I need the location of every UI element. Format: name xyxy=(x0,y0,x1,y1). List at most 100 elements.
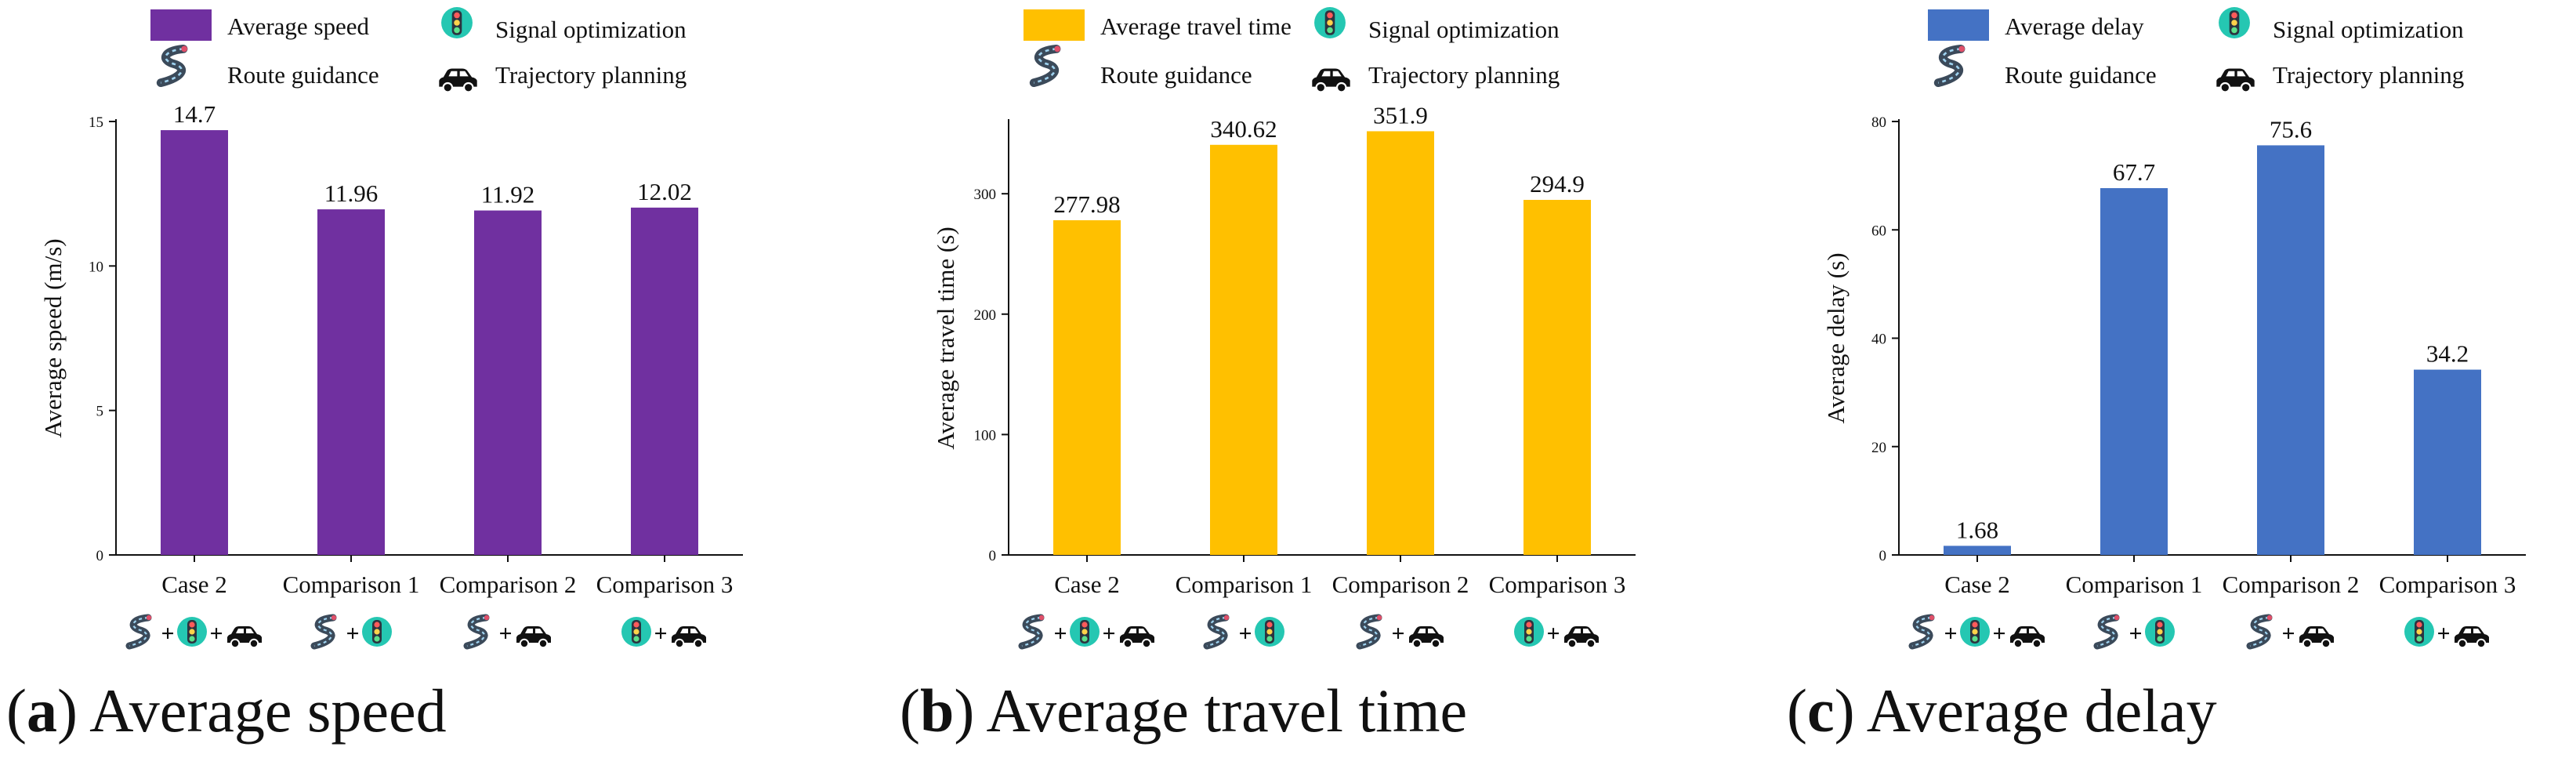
route-lane-marking xyxy=(313,616,334,647)
route-pin-shape xyxy=(1054,45,1061,53)
car-rear-wheel xyxy=(538,638,549,649)
bar xyxy=(161,130,228,555)
caption-b: (b) Average travel time xyxy=(900,676,1468,745)
plus-glyph: + xyxy=(1102,621,1115,647)
bar xyxy=(474,210,542,555)
car-front-wheel xyxy=(2013,638,2023,649)
car-rear-wheel xyxy=(693,638,704,649)
y-tick-label: 20 xyxy=(1871,440,1886,456)
car-window-shape xyxy=(1129,629,1147,633)
car-window-shape xyxy=(236,629,254,633)
method-icon-combo: + xyxy=(2404,617,2489,649)
car-icon xyxy=(2010,626,2045,649)
signal-red-light xyxy=(1526,622,1532,628)
car-icon xyxy=(227,626,262,649)
legend-route-label: Route guidance xyxy=(227,61,379,89)
bar xyxy=(2414,369,2481,555)
signal-red-light xyxy=(374,622,380,628)
car-rear-wheel xyxy=(2031,638,2042,649)
legend-swatch xyxy=(1024,9,1085,41)
route-pin-shape xyxy=(1376,615,1382,621)
legend-signal-label: Signal optimization xyxy=(495,16,687,43)
signal-red-light xyxy=(2416,622,2422,628)
legend-trajectory-label: Trajectory planning xyxy=(2273,61,2464,89)
car-rear-wheel xyxy=(462,82,474,93)
signal-green-light xyxy=(1972,636,1978,642)
car-icon xyxy=(1120,626,1154,649)
signal-red-light xyxy=(1266,622,1273,628)
traffic-signal-icon xyxy=(441,7,473,38)
signal-amber-light xyxy=(374,629,380,635)
method-icon-combo: + xyxy=(2246,614,2334,650)
route-lane-marking xyxy=(2096,616,2117,647)
method-icon-combo: + + xyxy=(1908,614,2045,650)
plus-glyph: + xyxy=(2129,621,2142,647)
y-tick-label: 300 xyxy=(974,187,997,203)
route-guidance-icon xyxy=(1933,44,1966,88)
bar-value-label: 14.7 xyxy=(173,100,216,128)
signal-green-light xyxy=(189,636,195,642)
signal-red-light xyxy=(1972,622,1978,628)
car-front-wheel xyxy=(230,638,241,649)
car-window-shape xyxy=(1573,629,1591,633)
plus-glyph: + xyxy=(161,621,174,647)
bar-value-label: 34.2 xyxy=(2426,340,2469,368)
car-front-wheel xyxy=(1122,638,1133,649)
x-tick-label: Comparison 1 xyxy=(2066,571,2203,598)
signal-red-light xyxy=(2157,622,2163,628)
route-pin-shape xyxy=(146,615,152,621)
x-tick-label: Comparison 1 xyxy=(1176,571,1313,598)
route-pin-shape xyxy=(1958,45,1966,53)
route-guidance-icon xyxy=(1356,614,1382,650)
signal-red-light xyxy=(1327,12,1333,19)
route-pin-shape xyxy=(181,45,188,53)
car-body-shape xyxy=(2299,626,2334,643)
signal-green-light xyxy=(2231,27,2237,34)
x-tick-label: Case 2 xyxy=(1054,571,1120,598)
x-tick-label: Comparison 3 xyxy=(2379,571,2516,598)
route-guidance-icon xyxy=(125,614,152,650)
car-window-shape xyxy=(2019,629,2037,633)
car-body-shape xyxy=(516,626,551,643)
car-front-wheel xyxy=(2457,638,2468,649)
route-guidance-icon xyxy=(2246,614,2273,650)
signal-green-light xyxy=(2416,636,2422,642)
car-window-shape xyxy=(1418,629,1436,633)
car-rear-wheel xyxy=(1585,638,1596,649)
method-icon-combo: + xyxy=(1356,614,1444,650)
car-body-shape xyxy=(672,626,706,643)
bar-value-label: 67.7 xyxy=(2113,158,2155,186)
traffic-signal-icon xyxy=(177,617,207,647)
method-icon-combo: + xyxy=(2093,614,2175,650)
y-tick-label: 60 xyxy=(1871,223,1886,239)
method-icon-combo: + xyxy=(1203,614,1284,650)
car-icon xyxy=(1564,626,1599,649)
route-pin-shape xyxy=(1929,615,1935,621)
plus-glyph: + xyxy=(1391,621,1404,647)
signal-amber-light xyxy=(2231,20,2237,26)
bar xyxy=(2257,145,2324,556)
signal-green-light xyxy=(1327,27,1333,34)
traffic-signal-icon xyxy=(1960,617,1990,647)
legend: Average travel time Signal optimization Ro… xyxy=(1024,7,1560,93)
car-window-shape xyxy=(2463,629,2481,633)
car-icon xyxy=(1409,626,1444,649)
car-icon xyxy=(2216,68,2255,93)
route-lane-marking xyxy=(160,48,184,84)
y-tick-label: 0 xyxy=(989,548,997,564)
route-pin-shape xyxy=(1038,615,1045,621)
chart-panel-a: Average speed Signal optimization Route gu… xyxy=(39,7,743,650)
route-guidance-icon xyxy=(1908,614,1935,650)
signal-amber-light xyxy=(1526,629,1532,635)
signal-green-light xyxy=(1081,636,1088,642)
y-tick-label: 10 xyxy=(89,259,103,275)
car-front-wheel xyxy=(519,638,530,649)
signal-amber-light xyxy=(1081,629,1088,635)
method-icon-combo: + xyxy=(621,617,706,649)
signal-green-light xyxy=(454,27,460,34)
chart-panel-b: Average travel time Signal optimization Ro… xyxy=(932,7,1636,650)
signal-red-light xyxy=(1081,622,1088,628)
signal-amber-light xyxy=(2416,629,2422,635)
y-tick-label: 5 xyxy=(96,404,104,420)
